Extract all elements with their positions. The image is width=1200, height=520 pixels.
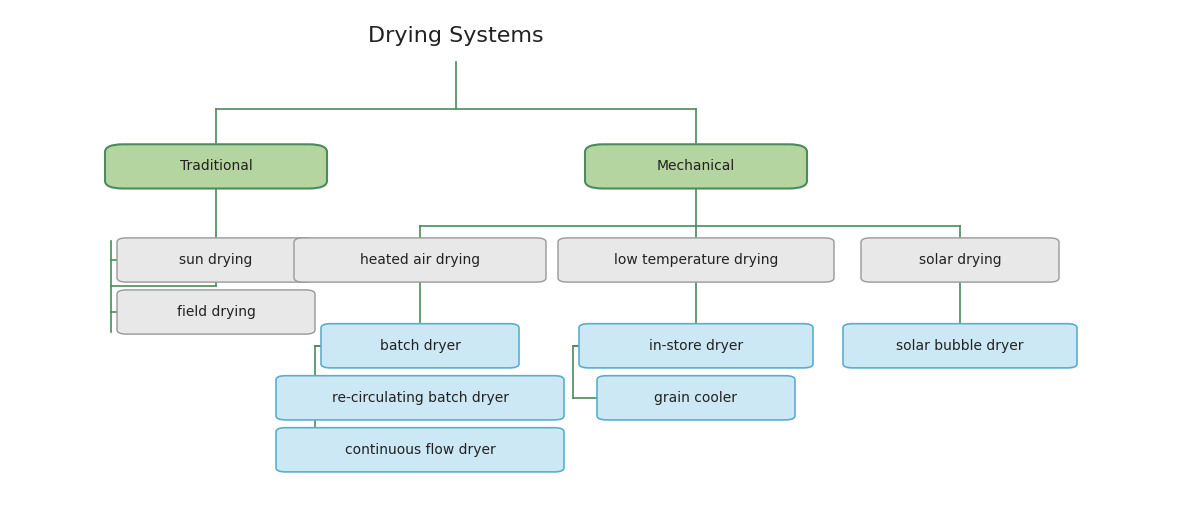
Text: sun drying: sun drying <box>179 253 253 267</box>
FancyBboxPatch shape <box>596 376 796 420</box>
FancyBboxPatch shape <box>106 145 326 189</box>
Text: solar drying: solar drying <box>919 253 1001 267</box>
FancyBboxPatch shape <box>842 323 1078 368</box>
Text: Traditional: Traditional <box>180 160 252 173</box>
Text: heated air drying: heated air drying <box>360 253 480 267</box>
Text: re-circulating batch dryer: re-circulating batch dryer <box>331 391 509 405</box>
FancyBboxPatch shape <box>294 238 546 282</box>
Text: low temperature drying: low temperature drying <box>614 253 778 267</box>
Text: Drying Systems: Drying Systems <box>368 27 544 46</box>
FancyBboxPatch shape <box>320 323 520 368</box>
FancyBboxPatch shape <box>276 427 564 472</box>
FancyBboxPatch shape <box>558 238 834 282</box>
FancyBboxPatch shape <box>578 323 814 368</box>
Text: field drying: field drying <box>176 305 256 319</box>
Text: grain cooler: grain cooler <box>654 391 738 405</box>
FancyBboxPatch shape <box>116 290 314 334</box>
FancyBboxPatch shape <box>862 238 1060 282</box>
Text: batch dryer: batch dryer <box>379 339 461 353</box>
FancyBboxPatch shape <box>584 145 806 189</box>
Text: solar bubble dryer: solar bubble dryer <box>896 339 1024 353</box>
FancyBboxPatch shape <box>276 376 564 420</box>
FancyBboxPatch shape <box>116 238 314 282</box>
Text: Mechanical: Mechanical <box>656 160 736 173</box>
Text: in-store dryer: in-store dryer <box>649 339 743 353</box>
Text: continuous flow dryer: continuous flow dryer <box>344 443 496 457</box>
